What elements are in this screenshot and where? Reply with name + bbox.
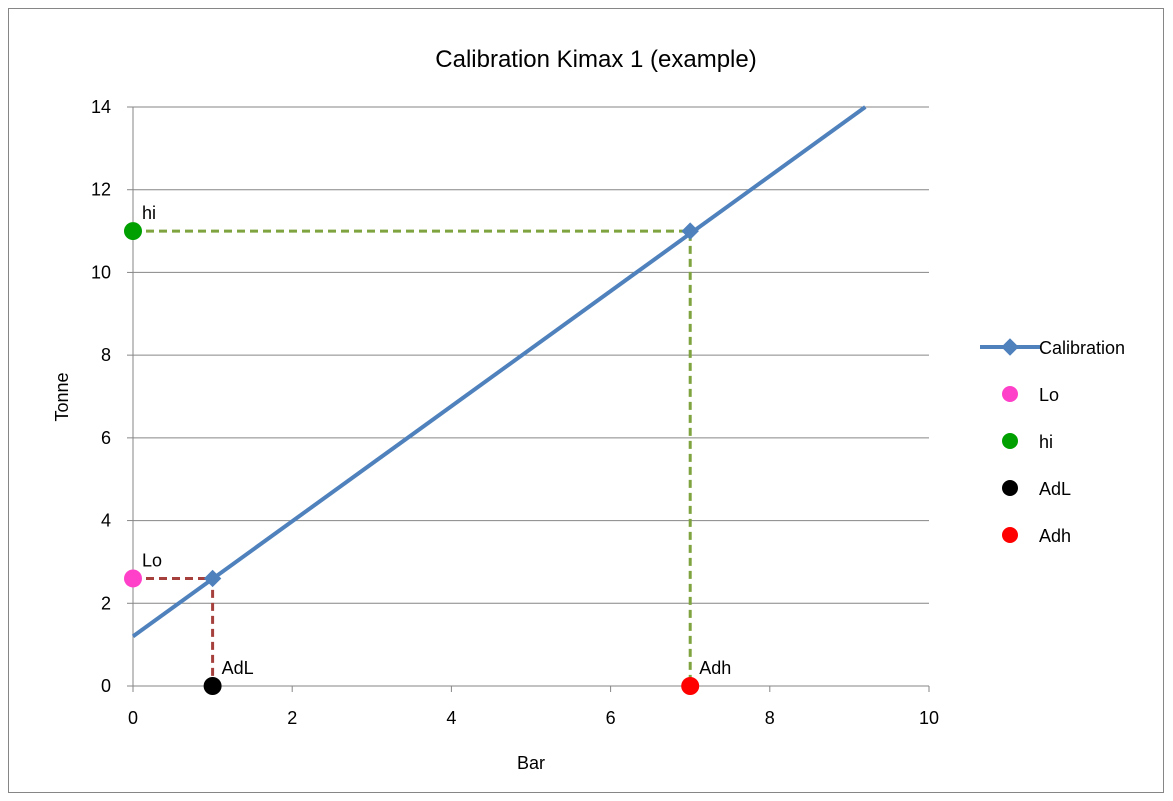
series-layer: Lo hi AdL Adh [124, 105, 867, 695]
legend: Calibration Lo hi AdL Adh [980, 338, 1125, 546]
point-label-lo: Lo [142, 550, 162, 570]
legend-label-calibration: Calibration [1039, 338, 1125, 358]
y-tick-label: 0 [101, 676, 111, 696]
y-tick-label: 4 [101, 511, 111, 531]
chart-title: Calibration Kimax 1 (example) [435, 46, 756, 73]
point-hi [124, 222, 142, 241]
guide-lines [133, 229, 692, 686]
point-adh [681, 677, 700, 695]
guide-line-1 [133, 229, 692, 686]
legend-marker-calibration [1001, 338, 1019, 356]
legend-label-adh: Adh [1039, 526, 1071, 546]
x-axis-title: Bar [517, 753, 545, 773]
x-tick-label: 8 [765, 708, 775, 728]
legend-swatch-adh [1002, 527, 1018, 543]
series-line-calibration [131, 105, 867, 638]
legend-swatch-hi [1002, 433, 1018, 449]
y-tick-label: 12 [91, 180, 111, 200]
y-axis-title: Tonne [52, 372, 72, 421]
y-tick-labels: 0 2 4 6 8 10 12 14 [91, 97, 111, 696]
guide-line-0 [133, 576, 215, 686]
calibration-marker [203, 569, 222, 588]
y-tick-label: 10 [91, 262, 111, 282]
point-label-hi: hi [142, 203, 156, 223]
y-tick-label: 6 [101, 428, 111, 448]
legend-swatch-adl [1002, 480, 1018, 496]
x-tick-label: 0 [128, 708, 138, 728]
x-tick-label: 2 [287, 708, 297, 728]
legend-label-hi: hi [1039, 432, 1053, 452]
x-tick-labels: 0 2 4 6 8 10 [128, 708, 939, 728]
legend-label-lo: Lo [1039, 385, 1059, 405]
calibration-marker [681, 222, 699, 240]
axes [127, 106, 930, 692]
chart-frame [8, 8, 1164, 793]
point-label-adh: Adh [699, 658, 731, 678]
point-label-adl: AdL [222, 658, 254, 678]
gridlines [133, 106, 929, 604]
y-tick-label: 2 [101, 593, 111, 613]
point-adl [203, 677, 222, 695]
legend-swatch-lo [1002, 386, 1018, 402]
y-tick-label: 8 [101, 345, 111, 365]
x-tick-label: 10 [919, 708, 939, 728]
x-tick-label: 4 [446, 708, 456, 728]
x-tick-label: 6 [606, 708, 616, 728]
y-tick-label: 14 [91, 97, 111, 117]
legend-label-adl: AdL [1039, 479, 1071, 499]
point-lo [124, 569, 142, 588]
